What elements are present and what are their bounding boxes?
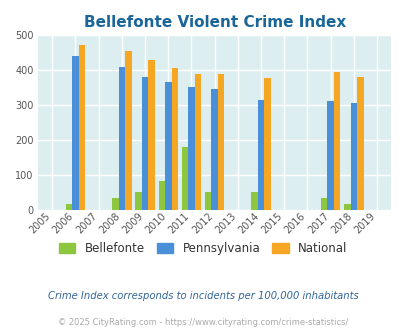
Bar <box>188 87 194 210</box>
Bar <box>205 192 211 210</box>
Bar <box>217 75 224 210</box>
Bar <box>194 75 201 210</box>
Bar <box>343 204 350 210</box>
Bar <box>141 77 148 210</box>
Bar <box>211 89 217 210</box>
Bar <box>264 78 270 210</box>
Bar <box>326 101 333 210</box>
Bar <box>164 82 171 210</box>
Bar <box>350 103 356 210</box>
Bar <box>158 181 164 210</box>
Bar <box>112 198 118 210</box>
Bar <box>356 77 363 210</box>
Bar <box>118 67 125 210</box>
Bar <box>72 56 79 210</box>
Bar <box>251 192 257 210</box>
Bar <box>171 69 177 210</box>
Text: Crime Index corresponds to incidents per 100,000 inhabitants: Crime Index corresponds to incidents per… <box>47 291 358 301</box>
Bar <box>181 147 188 210</box>
Bar <box>125 51 131 210</box>
Title: Bellefonte Violent Crime Index: Bellefonte Violent Crime Index <box>83 15 345 30</box>
Bar <box>148 60 154 210</box>
Bar <box>320 198 326 210</box>
Legend: Bellefonte, Pennsylvania, National: Bellefonte, Pennsylvania, National <box>54 237 351 260</box>
Bar <box>135 192 141 210</box>
Bar <box>66 204 72 210</box>
Bar <box>79 45 85 210</box>
Bar <box>333 72 339 210</box>
Bar <box>257 100 264 210</box>
Text: © 2025 CityRating.com - https://www.cityrating.com/crime-statistics/: © 2025 CityRating.com - https://www.city… <box>58 318 347 327</box>
